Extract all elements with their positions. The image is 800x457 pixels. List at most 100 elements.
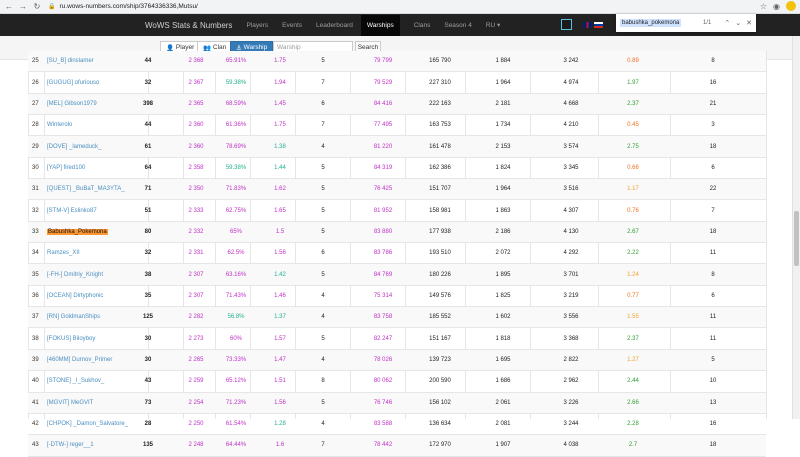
forward-icon[interactable]: →: [19, 2, 27, 11]
ratio-value-text: 0.77: [627, 292, 639, 299]
player-name-link[interactable]: [CHPOK] _Damon_Salvatore_: [47, 414, 128, 434]
player-name-link[interactable]: [MEL] Gibson1979: [47, 94, 97, 114]
player-name-link[interactable]: [GUGUG] ofuriouso: [47, 72, 99, 92]
frags-value: 4: [308, 136, 338, 156]
player-name-link-text[interactable]: [YAP] fired100: [47, 164, 86, 171]
pr-value: 2 265: [181, 350, 211, 370]
kd-value-text: 1.47: [274, 356, 286, 363]
ratio-value: 1.17: [618, 179, 648, 199]
max-damage-value-text: 151 167: [429, 335, 451, 342]
player-name-link[interactable]: Babushka_Pokemona: [47, 222, 108, 242]
kd-value-text: 1.62: [274, 186, 286, 193]
player-name-link[interactable]: [OCEAN] Dirtyphonic: [47, 286, 103, 306]
player-name-link-text[interactable]: [460MM] Durnov_Primer: [47, 356, 113, 363]
nav-warships[interactable]: Warships: [360, 14, 400, 36]
player-name-link[interactable]: [QUEST] _BuBaT_MA3YTA_: [47, 179, 125, 199]
avg-damage-value: 80 062: [363, 371, 403, 391]
frags-value-text: 5: [321, 164, 325, 171]
player-name-link-text[interactable]: [-DTW-] reger__1: [47, 442, 94, 449]
player-name-link-text[interactable]: [STONE] _I_Sukhov_: [47, 378, 105, 385]
player-name-link-text[interactable]: [OCEAN] Dirtyphonic: [47, 292, 104, 299]
player-name-link[interactable]: [STM-V] Eslinko87: [47, 200, 97, 220]
player-name-link[interactable]: Winterolo: [47, 115, 72, 135]
player-name-link-text[interactable]: [QUEST] _BuBaT_MA3YTA_: [47, 186, 125, 193]
avg-exp-value: 1 818: [483, 328, 523, 348]
player-name-link[interactable]: [STONE] _I_Sukhov_: [47, 371, 104, 391]
winrate-value-text: 73.33%: [225, 356, 247, 363]
find-prev-icon[interactable]: ⌃: [724, 20, 731, 27]
player-name-link[interactable]: [YAP] fired100: [47, 158, 85, 178]
ratio-value: 0.66: [618, 158, 648, 178]
avg-exp-value: 1 695: [483, 350, 523, 370]
table-row: 37 [RN] GoldmanShips 125 2 282 56.8% 1.37 4 83 …: [28, 307, 766, 329]
frags-value: 5: [308, 158, 338, 178]
nav-language[interactable]: RU ▾: [485, 22, 501, 29]
player-name-link-text[interactable]: [RN] GoldmanShips: [47, 314, 101, 321]
page-scrollbar[interactable]: [792, 36, 800, 419]
player-name-link-text[interactable]: Winterolo: [47, 122, 73, 129]
nav-clans[interactable]: Clans: [413, 21, 431, 29]
theme-toggle[interactable]: [561, 19, 572, 30]
ratio-value: 2.66: [618, 393, 648, 413]
nav-season[interactable]: Season 4: [444, 21, 472, 29]
player-name-link[interactable]: [DOVE] _lameduck_: [47, 136, 101, 156]
nav-players[interactable]: Players: [246, 21, 269, 29]
kd-value-text: 1.51: [274, 378, 286, 385]
player-name-link[interactable]: [FOKUS] Biloyboy: [47, 328, 95, 348]
row-number: 42: [32, 414, 39, 434]
max-damage-value: 158 981: [420, 200, 460, 220]
player-name-link-text[interactable]: [STM-V] Eslinko87: [47, 207, 97, 214]
row-number-text: 30: [32, 164, 39, 171]
lock-icon[interactable]: 🔒: [48, 4, 56, 10]
player-name-link-text[interactable]: [FOKUS] Biloyboy: [47, 335, 96, 342]
max-exp-value-text: 3 574: [563, 143, 579, 150]
kd-value: 1.65: [265, 200, 295, 220]
battles-value-text: 135: [142, 442, 153, 449]
uk-flag-icon[interactable]: [583, 22, 592, 28]
player-name-link[interactable]: [MGVIT] MeGVIT: [47, 393, 93, 413]
kd-value: 1.42: [265, 264, 295, 284]
player-name-link[interactable]: [-DTW-] reger__1: [47, 435, 94, 455]
find-next-icon[interactable]: ⌄: [735, 20, 742, 27]
max-exp-value-text: 3 242: [563, 58, 579, 65]
battles-value-text: 30: [144, 356, 152, 363]
count-value: 21: [698, 94, 728, 114]
battles-value: 73: [128, 393, 168, 413]
kd-value-text: 1.37: [274, 314, 286, 321]
max-exp-value: 3 701: [551, 264, 591, 284]
player-name-link[interactable]: Ramzes_XII: [47, 243, 80, 263]
row-number-text: 26: [32, 79, 39, 86]
star-icon[interactable]: ☆: [759, 1, 768, 11]
player-name-link-text[interactable]: [DOVE] _lameduck_: [47, 143, 102, 150]
address-bar[interactable]: ru.wows-numbers.com/ship/3764336336,Muts…: [59, 3, 198, 10]
ru-flag-icon[interactable]: [594, 22, 603, 28]
player-name-link-text[interactable]: [MGVIT] MeGVIT: [47, 399, 94, 406]
player-name-link[interactable]: [-FH-] Dmitriy_Knight: [47, 264, 103, 284]
scrollbar-thumb[interactable]: [794, 211, 799, 266]
player-name-link[interactable]: [SU_B] dinslamer: [47, 51, 94, 71]
player-name-link-text[interactable]: Ramzes_XII: [47, 250, 80, 257]
find-close-icon[interactable]: ✕: [746, 20, 752, 27]
player-name-link-text[interactable]: [GUGUG] ofuriouso: [47, 79, 100, 86]
avg-damage-value-text: 84 769: [373, 271, 393, 278]
extension-icon[interactable]: ◉: [773, 1, 780, 11]
winrate-value-text: 71.43%: [225, 292, 247, 299]
back-icon[interactable]: ←: [5, 2, 13, 11]
player-name-link-text[interactable]: [MEL] Gibson1979: [47, 100, 97, 107]
ratio-value: 2.37: [618, 94, 648, 114]
table-row: 32 [STM-V] Eslinko87 51 2 333 62.75% 1.65 5 81 …: [28, 200, 766, 222]
reload-icon[interactable]: ↻: [33, 2, 41, 11]
find-input[interactable]: babushka_pokemona: [620, 19, 682, 27]
site-navbar: WoWS Stats & Numbers Players Events Lead…: [0, 14, 800, 36]
site-brand[interactable]: WoWS Stats & Numbers: [145, 20, 233, 30]
player-name-link-text[interactable]: Babushka_Pokemona: [47, 228, 108, 235]
player-name-link-text[interactable]: [SU_B] dinslamer: [47, 58, 94, 65]
nav-events[interactable]: Events: [282, 21, 302, 29]
player-name-link-text[interactable]: [CHPOK] _Damon_Salvatore_: [47, 421, 129, 428]
player-name-link[interactable]: [RN] GoldmanShips: [47, 307, 100, 327]
profile-avatar-icon[interactable]: [786, 1, 796, 11]
player-name-link-text[interactable]: [-FH-] Dmitriy_Knight: [47, 271, 104, 278]
nav-leaderboard[interactable]: Leaderboard: [316, 21, 353, 29]
max-exp-value: 3 244: [551, 414, 591, 434]
player-name-link[interactable]: [460MM] Durnov_Primer: [47, 350, 112, 370]
